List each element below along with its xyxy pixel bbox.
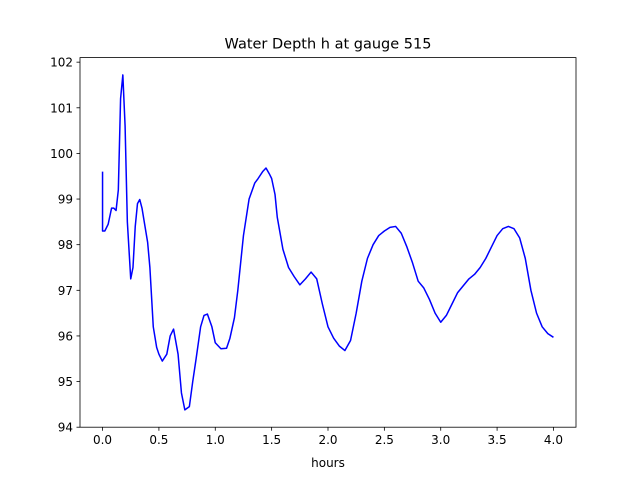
x-tick-label: 3.0 bbox=[431, 433, 450, 447]
x-axis-label: hours bbox=[311, 456, 345, 470]
x-tick-label: 2.5 bbox=[375, 433, 394, 447]
y-tick-label: 98 bbox=[58, 238, 73, 252]
x-tick-label: 1.0 bbox=[206, 433, 225, 447]
x-tick-label: 4.0 bbox=[544, 433, 563, 447]
x-axis-ticks: 0.0 0.5 1.0 1.5 2.0 2.5 3.0 3.5 4.0 bbox=[93, 427, 563, 447]
series-line-0 bbox=[101, 74, 554, 411]
chart-title: Water Depth h at gauge 515 bbox=[225, 37, 432, 53]
y-tick-label: 97 bbox=[58, 284, 73, 298]
x-tick-label: 3.5 bbox=[488, 433, 507, 447]
x-tick-label: 0.0 bbox=[93, 433, 112, 447]
x-tick-label: 2.0 bbox=[318, 433, 337, 447]
y-tick-label: 94 bbox=[58, 421, 73, 435]
y-tick-label: 101 bbox=[50, 101, 73, 115]
y-axis-ticks: 94 95 96 97 98 99 100 101 102 bbox=[50, 56, 80, 435]
y-tick-label: 100 bbox=[50, 147, 73, 161]
y-tick-label: 99 bbox=[58, 193, 73, 207]
x-tick-label: 0.5 bbox=[149, 433, 168, 447]
y-tick-label: 95 bbox=[58, 375, 73, 389]
y-tick-label: 96 bbox=[58, 329, 73, 343]
y-tick-label: 102 bbox=[50, 56, 73, 70]
x-tick-label: 1.5 bbox=[262, 433, 281, 447]
